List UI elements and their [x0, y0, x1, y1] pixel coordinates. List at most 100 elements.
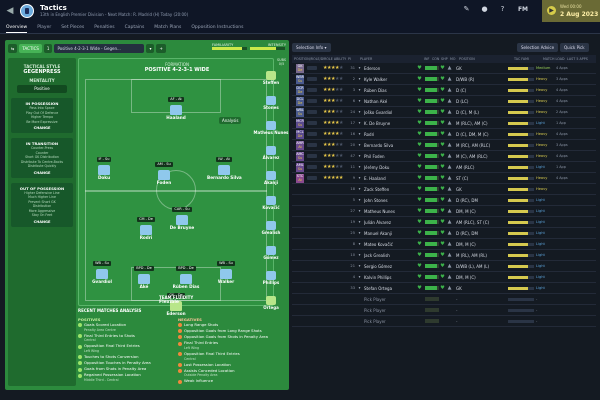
position-badge[interactable] [296, 218, 304, 227]
back-arrow-icon[interactable]: ◀ [6, 6, 14, 16]
sub-player[interactable]: Phillips [251, 271, 291, 285]
analysis-item[interactable]: Opposition Goals from Shots in Penalty A… [178, 334, 270, 340]
edit-icon[interactable]: ✎ [463, 5, 470, 13]
role-select[interactable] [307, 88, 317, 92]
position-badge[interactable] [296, 306, 304, 315]
in-possession-change-button[interactable]: CHANGE [33, 126, 51, 130]
mentality-select[interactable]: Positive [17, 85, 67, 93]
position-badge[interactable] [296, 317, 304, 326]
tab-match-plans[interactable]: Match Plans [154, 25, 182, 30]
pitch-player[interactable]: IF - Su Doku [87, 145, 121, 181]
col-header[interactable]: SHP [441, 57, 448, 61]
pitch-player[interactable]: AF - At Haaland [159, 85, 193, 121]
club-crest-icon[interactable] [20, 4, 34, 18]
tab-overview[interactable]: Overview [6, 22, 28, 33]
position-badge[interactable] [296, 185, 304, 194]
position-badge[interactable]: DCR De [296, 85, 304, 95]
position-badge[interactable] [296, 251, 304, 260]
intensity-bar[interactable] [250, 47, 285, 50]
analysis-item[interactable]: Lost Possession Location [178, 362, 270, 368]
player-name[interactable]: Kyle Walker [364, 76, 388, 82]
position-badge[interactable] [296, 240, 304, 249]
role-select[interactable] [307, 165, 317, 169]
table-row[interactable]: WBR Su ★★★★★ 2 ▾ Kyle Walker ♥ ♥ ▲ D/WB (R) Heavy 3… [292, 74, 596, 85]
position-badge[interactable] [296, 262, 304, 271]
role-select[interactable] [307, 77, 317, 81]
table-row[interactable]: STC At ★★★★★ 9 ▾ E. Haaland ♥ ♥ ▲ ST (C) Heavy 4 Ap… [292, 173, 596, 184]
table-row[interactable]: MCL De ★★★★★ 16 ▾ Rodri ♥ ♥ ▲ D (C), DM, M (C) Hea… [292, 129, 596, 140]
analysis-button[interactable]: Analysis [219, 117, 242, 124]
player-name[interactable]: K. De Bruyne [364, 120, 391, 126]
col-header[interactable]: POSITION [459, 57, 475, 61]
sub-player[interactable]: Stones [251, 96, 291, 110]
sub-player[interactable]: Ortega [251, 296, 291, 310]
player-name[interactable]: Ederson [364, 65, 381, 71]
style-value[interactable]: GEGENPRESS [23, 69, 61, 75]
player-name[interactable]: Bernardo Silva [364, 142, 394, 148]
table-row[interactable]: 19 ▾ Julián Álvarez ♥ ♥ ▲ AM (RLC), ST (C) Ligh… [292, 217, 596, 228]
familiarity-bar[interactable] [212, 47, 247, 50]
player-name[interactable]: Joško Gvardiol [364, 109, 393, 115]
sub-player[interactable]: Steffen [251, 71, 291, 85]
position-badge[interactable] [296, 207, 304, 216]
col-header[interactable]: POSITION/ROLE/DUTY [294, 57, 324, 61]
position-badge[interactable]: DCL De [296, 96, 304, 106]
analysis-item[interactable]: Final Third Entries to Shots Central [78, 333, 170, 343]
table-row[interactable]: Pick Player - - [292, 305, 596, 316]
player-name[interactable]: Pick Player [364, 307, 386, 313]
tab-captains[interactable]: Captains [124, 25, 145, 30]
table-row[interactable]: 27 ▾ Matheus Nunes ♥ ♥ ▲ DM, M (C) Light [292, 206, 596, 217]
table-row[interactable]: 33 ▾ Stefan Ortega ♥ ♥ ▲ GK Light [292, 283, 596, 294]
player-name[interactable]: Mateo Kovačić [364, 241, 393, 247]
col-header[interactable]: MATCH LOAD [543, 57, 565, 61]
analysis-item[interactable]: Goals Scored Location Penalty Area Centre [78, 322, 170, 332]
position-badge[interactable] [296, 284, 304, 293]
position-badge[interactable] [296, 196, 304, 205]
analysis-item[interactable]: Goals from Shots in Penalty Area [78, 366, 170, 372]
formation-select[interactable]: Positive 4-2-3-1 Wide - Gegen... [54, 44, 145, 53]
analysis-item[interactable]: Opposition Goals from Long Range Shots [178, 328, 270, 334]
role-select[interactable] [307, 110, 317, 114]
sub-player[interactable]: Akanji [251, 171, 291, 185]
help-icon[interactable]: ? [500, 5, 505, 13]
pitch-player[interactable]: CAR - Su De Bruyne [165, 195, 199, 231]
table-row[interactable]: WBL Su ★★★★★ 24 ▾ Joško Gvardiol ♥ ♥ ▲ D (C), M (… [292, 107, 596, 118]
table-row[interactable]: 25 ▾ Manuel Akanji ♥ ♥ ▲ D (RC), DM Light [292, 228, 596, 239]
pitch-player[interactable]: GK - De Ederson [159, 281, 193, 317]
table-row[interactable]: DCL De ★★★★★ 6 ▾ Nathan Aké ♥ ♥ ▲ D (LC) Heavy 4 Ap… [292, 96, 596, 107]
sub-player[interactable]: Álvarez [251, 146, 291, 160]
player-name[interactable]: Stefan Ortega [364, 285, 393, 291]
sub-player[interactable]: Grealish [251, 221, 291, 235]
col-header[interactable]: LAST 5 APPS [567, 57, 588, 61]
col-header[interactable]: ROLE ABILITY [324, 57, 347, 61]
player-name[interactable]: Jack Grealish [364, 252, 390, 258]
player-name[interactable]: Nathan Aké [364, 98, 388, 104]
col-header[interactable]: PLAYER [360, 57, 373, 61]
player-name[interactable]: John Stones [364, 197, 388, 203]
analysis-item[interactable]: Final Third Entries Left Wing [178, 340, 270, 350]
role-select[interactable] [307, 99, 317, 103]
pitch-player[interactable]: BPD - De Aké [127, 254, 161, 290]
player-name[interactable]: Julián Álvarez [364, 219, 391, 225]
player-name[interactable]: Jérémy Doku [364, 164, 390, 170]
role-select[interactable] [307, 143, 317, 147]
player-name[interactable]: Rúben Dias [364, 87, 387, 93]
continue-button[interactable]: ▶ Wed 00:00 2 Aug 2023 [542, 0, 600, 22]
player-name[interactable]: Matheus Nunes [364, 208, 395, 214]
player-name[interactable]: Rodri [364, 131, 375, 137]
position-badge[interactable]: WBR Su [296, 74, 304, 84]
table-row[interactable]: AMR At ★★★★★ 20 ▾ Bernardo Silva ♥ ♥ ▲ M (RC), AM… [292, 140, 596, 151]
tactics-collapse-icon[interactable]: ⇆ [8, 44, 18, 53]
role-select[interactable] [307, 176, 317, 180]
position-badge[interactable] [296, 229, 304, 238]
pitch-player[interactable]: AM - Su Foden [147, 150, 181, 186]
table-row[interactable]: AML Su ★★★★★ 11 ▾ Jérémy Doku ♥ ♥ ▲ AM (RLC) Light… [292, 162, 596, 173]
tab-penalties[interactable]: Penalties [94, 25, 115, 30]
position-badge[interactable]: WBL Su [296, 107, 304, 117]
analysis-item[interactable]: Weak Influence [178, 379, 270, 384]
sub-player[interactable]: Gómez [251, 246, 291, 260]
col-header[interactable]: INF [424, 57, 430, 61]
player-name[interactable]: Pick Player [364, 296, 386, 302]
table-row[interactable]: AMC Su ★★★★★ 47 ▾ Phil Foden ♥ ♥ ▲ M (C), AM (RLC… [292, 151, 596, 162]
pitch-player[interactable]: IW - At Bernardo Silva [207, 145, 242, 181]
